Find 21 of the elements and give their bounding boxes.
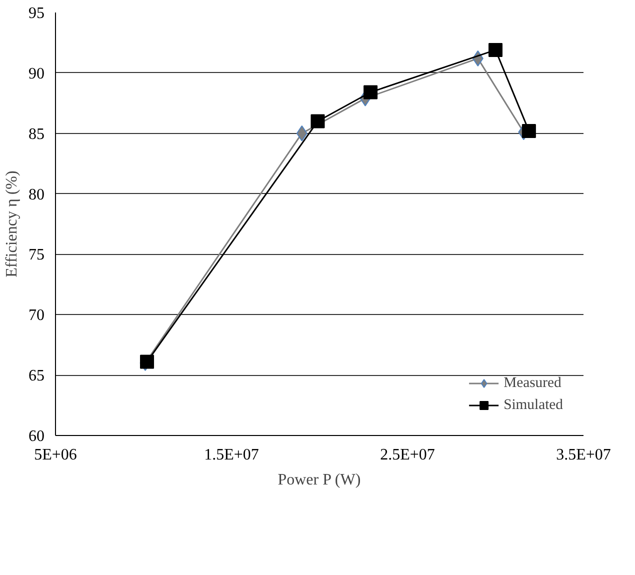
y-tick-label: 70 (28, 307, 44, 324)
y-tick-label: 95 (28, 5, 44, 22)
point (488, 42, 502, 57)
y-axis-title: Efficiency η (%) (4, 170, 20, 278)
y-tick-label: 65 (28, 368, 44, 385)
x-tick-label: 3.5E+07 (556, 446, 611, 464)
legend-label: Measured (504, 374, 562, 392)
legend-label: Simulated (504, 396, 563, 414)
x-axis-title: Power P (W) (278, 472, 361, 488)
y-tick-label: 60 (28, 428, 44, 445)
y-tick-label: 80 (28, 186, 44, 204)
point (310, 114, 325, 128)
y-tick-label: 75 (28, 246, 44, 264)
y-tick-label: 85 (28, 126, 44, 143)
y-tick-label: 90 (28, 65, 44, 82)
x-tick-label: 2.5E+07 (380, 446, 435, 464)
point (140, 354, 154, 369)
point (364, 85, 378, 100)
x-tick-label: 1.5E+07 (204, 446, 259, 464)
x-tick-label: 5E+06 (34, 446, 77, 464)
point (522, 124, 536, 138)
